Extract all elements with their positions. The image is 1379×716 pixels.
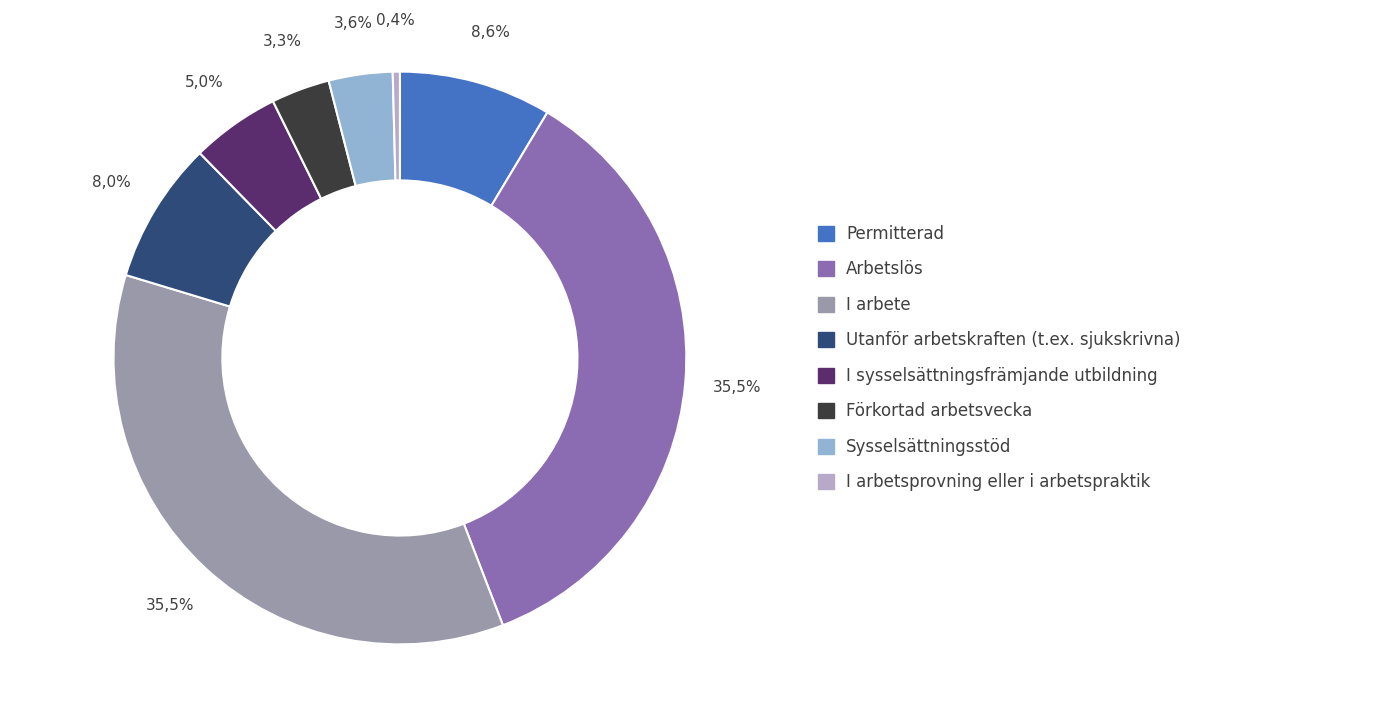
Wedge shape bbox=[200, 101, 321, 231]
Text: 35,5%: 35,5% bbox=[146, 598, 194, 613]
Text: 3,3%: 3,3% bbox=[263, 34, 302, 49]
Wedge shape bbox=[113, 275, 503, 644]
Text: 8,6%: 8,6% bbox=[470, 25, 510, 40]
Wedge shape bbox=[400, 72, 547, 205]
Wedge shape bbox=[273, 81, 356, 199]
Wedge shape bbox=[393, 72, 400, 180]
Text: 35,5%: 35,5% bbox=[713, 379, 761, 395]
Text: 0,4%: 0,4% bbox=[376, 13, 415, 28]
Wedge shape bbox=[125, 153, 276, 306]
Text: 3,6%: 3,6% bbox=[334, 16, 372, 31]
Legend: Permitterad, Arbetslös, I arbete, Utanför arbetskraften (t.ex. sjukskrivna), I s: Permitterad, Arbetslös, I arbete, Utanfö… bbox=[811, 218, 1187, 498]
Wedge shape bbox=[328, 72, 396, 186]
Text: 5,0%: 5,0% bbox=[185, 74, 223, 90]
Text: 8,0%: 8,0% bbox=[91, 175, 131, 190]
Wedge shape bbox=[463, 112, 687, 625]
